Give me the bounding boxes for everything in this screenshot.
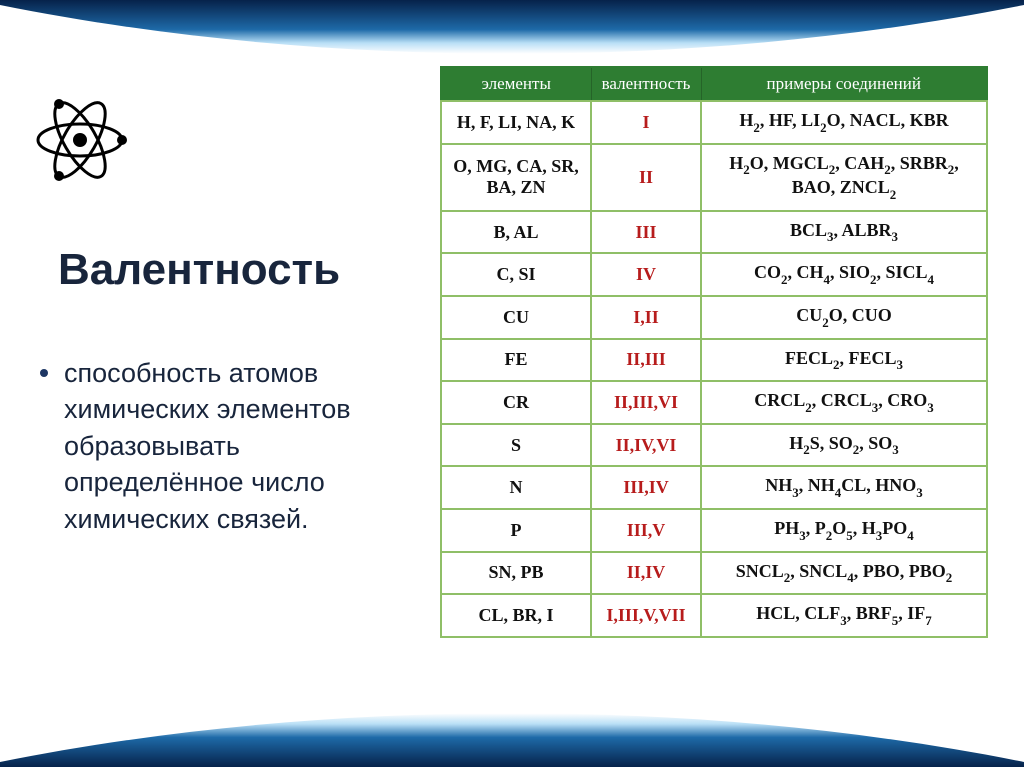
cell-valence: III,IV: [591, 466, 701, 509]
table-row: FeII,IIIFECL2, FECL3: [441, 339, 987, 382]
cell-examples: CU2O, CUO: [701, 296, 987, 339]
table-row: B, AlIIIBCL3, ALBR3: [441, 211, 987, 254]
table-row: CrII,III,VICRCL2, CRCL3, CRO3: [441, 381, 987, 424]
cell-elements: Cu: [441, 296, 591, 339]
valence-table: элементы валентность примеры соединений …: [440, 66, 988, 638]
cell-examples: CRCL2, CRCL3, CRO3: [701, 381, 987, 424]
slide-content: Валентность способность атомов химически…: [0, 60, 1024, 707]
cell-valence: I,II: [591, 296, 701, 339]
table-row: Sn, PbII,IVSNCL2, SNCL4, PBO, PBO2: [441, 552, 987, 595]
definition-text: способность атомов химических элементов …: [40, 355, 420, 537]
cell-examples: CO2, CH4, SIO2, SICL4: [701, 253, 987, 296]
cell-elements: B, Al: [441, 211, 591, 254]
atom-icon: [30, 90, 420, 195]
th-valence: валентность: [591, 67, 701, 101]
cell-elements: Fe: [441, 339, 591, 382]
cell-valence: I,III,V,VII: [591, 594, 701, 637]
cell-valence: III: [591, 211, 701, 254]
cell-valence: I: [591, 101, 701, 144]
cell-elements: O, Mg, Ca, Sr, Ba, Zn: [441, 144, 591, 211]
cell-examples: H2S, SO2, SO3: [701, 424, 987, 467]
cell-valence: III,V: [591, 509, 701, 552]
cell-examples: BCL3, ALBR3: [701, 211, 987, 254]
left-pane: Валентность способность атомов химически…: [0, 60, 440, 707]
cell-elements: Sn, Pb: [441, 552, 591, 595]
cell-elements: P: [441, 509, 591, 552]
slide-border-top: [0, 0, 1024, 60]
table-row: NIII,IVNH3, NH4CL, HNO3: [441, 466, 987, 509]
cell-examples: SNCL2, SNCL4, PBO, PBO2: [701, 552, 987, 595]
cell-valence: II,IV,VI: [591, 424, 701, 467]
bullet-icon: [40, 369, 48, 377]
cell-elements: Cl, Br, I: [441, 594, 591, 637]
cell-examples: FECL2, FECL3: [701, 339, 987, 382]
cell-elements: Cr: [441, 381, 591, 424]
table-row: CuI,IICU2O, CUO: [441, 296, 987, 339]
cell-elements: H, F, Li, Na, K: [441, 101, 591, 144]
th-examples: примеры соединений: [701, 67, 987, 101]
slide-border-bottom: [0, 707, 1024, 767]
cell-elements: S: [441, 424, 591, 467]
th-elements: элементы: [441, 67, 591, 101]
cell-examples: H2O, MGCL2, CAH2, SRBR2, BAO, ZNCL2: [701, 144, 987, 211]
cell-valence: II,IV: [591, 552, 701, 595]
cell-valence: II,III,VI: [591, 381, 701, 424]
cell-examples: HCL, CLF3, BRF5, IF7: [701, 594, 987, 637]
table-row: C, SiIVCO2, CH4, SIO2, SICL4: [441, 253, 987, 296]
cell-elements: N: [441, 466, 591, 509]
cell-elements: C, Si: [441, 253, 591, 296]
cell-examples: NH3, NH4CL, HNO3: [701, 466, 987, 509]
right-pane: элементы валентность примеры соединений …: [440, 60, 1024, 707]
table-row: SII,IV,VIH2S, SO2, SO3: [441, 424, 987, 467]
cell-valence: II,III: [591, 339, 701, 382]
table-row: H, F, Li, Na, KIH2, HF, LI2O, NACL, KBR: [441, 101, 987, 144]
table-row: Cl, Br, II,III,V,VIIHCL, CLF3, BRF5, IF7: [441, 594, 987, 637]
cell-examples: H2, HF, LI2O, NACL, KBR: [701, 101, 987, 144]
slide-title: Валентность: [58, 245, 420, 295]
cell-examples: PH3, P2O5, H3PO4: [701, 509, 987, 552]
definition-body: способность атомов химических элементов …: [64, 355, 420, 537]
table-row: O, Mg, Ca, Sr, Ba, ZnIIH2O, MGCL2, CAH2,…: [441, 144, 987, 211]
table-row: PIII,VPH3, P2O5, H3PO4: [441, 509, 987, 552]
cell-valence: II: [591, 144, 701, 211]
cell-valence: IV: [591, 253, 701, 296]
